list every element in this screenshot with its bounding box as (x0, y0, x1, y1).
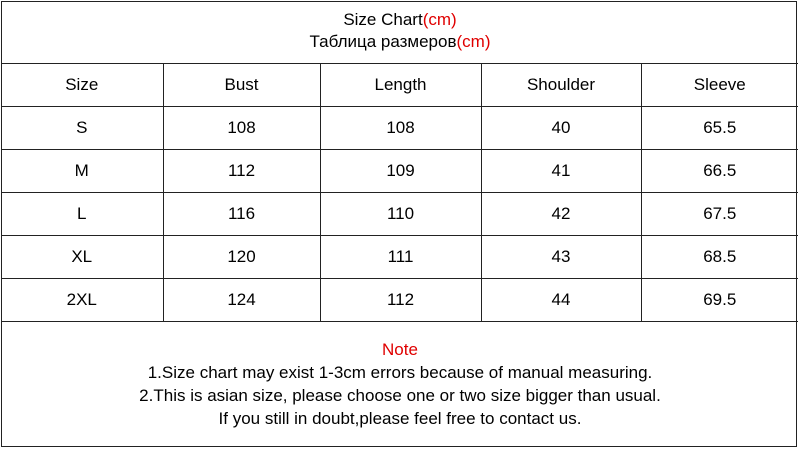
title-text-ru: Таблица размеров (309, 32, 457, 51)
table-cell: 42 (480, 192, 642, 236)
title-text: Size Chart (343, 10, 423, 29)
table-cell: 111 (319, 235, 482, 279)
table-cell: 2XL (1, 278, 164, 322)
table-cell: 43 (480, 235, 642, 279)
table-cell: 65.5 (640, 106, 798, 150)
table-row: M 112 109 41 66.5 (1, 149, 798, 193)
table-row: XL 120 111 43 68.5 (1, 235, 798, 279)
table-cell: 108 (162, 106, 321, 150)
table-cell: 68.5 (640, 235, 798, 279)
note-section: Note 1.Size chart may exist 1-3cm errors… (0, 338, 800, 430)
table-cell: 112 (162, 149, 321, 193)
header-row: Size Bust Length Shoulder Sleeve (1, 63, 798, 107)
table-cell: 110 (319, 192, 482, 236)
table-cell: 120 (162, 235, 321, 279)
table-cell: 108 (319, 106, 482, 150)
table-cell: M (1, 149, 164, 193)
table-cell: 124 (162, 278, 321, 322)
table-cell: Size (1, 63, 164, 107)
note-line: If you still in doubt,please feel free t… (218, 409, 582, 428)
table-cell: 112 (319, 278, 482, 322)
table-cell: Length (319, 63, 482, 107)
table-cell: XL (1, 235, 164, 279)
table-cell: 116 (162, 192, 321, 236)
table-row: L 116 110 42 67.5 (1, 192, 798, 236)
note-heading: Note (382, 340, 418, 359)
table-cell: Shoulder (480, 63, 642, 107)
table-cell: L (1, 192, 164, 236)
table-cell: Bust (162, 63, 321, 107)
table-row: 2XL 124 112 44 69.5 (1, 278, 798, 322)
table-cell: 40 (480, 106, 642, 150)
size-table: Size Bust Length Shoulder Sleeve S 108 108 40 65.… (1, 63, 798, 322)
table-row: S 108 108 40 65.5 (1, 106, 798, 150)
title-english: Size Chart(cm) (0, 9, 800, 31)
table-cell: S (1, 106, 164, 150)
title-russian: Таблица размеров(cm) (0, 31, 800, 53)
chart-title: Size Chart(cm) Таблица размеров(cm) (0, 0, 800, 63)
note-line: 2.This is asian size, please choose one … (139, 386, 661, 405)
title-unit-ru: (cm) (456, 32, 491, 51)
table-cell: 41 (480, 149, 642, 193)
table-cell: 67.5 (640, 192, 798, 236)
table-cell: 44 (480, 278, 642, 322)
title-unit: (cm) (422, 10, 457, 29)
table-cell: Sleeve (640, 63, 798, 107)
table-cell: 66.5 (640, 149, 798, 193)
note-line: 1.Size chart may exist 1-3cm errors beca… (147, 363, 653, 382)
table-cell: 109 (319, 149, 482, 193)
table-cell: 69.5 (640, 278, 798, 322)
